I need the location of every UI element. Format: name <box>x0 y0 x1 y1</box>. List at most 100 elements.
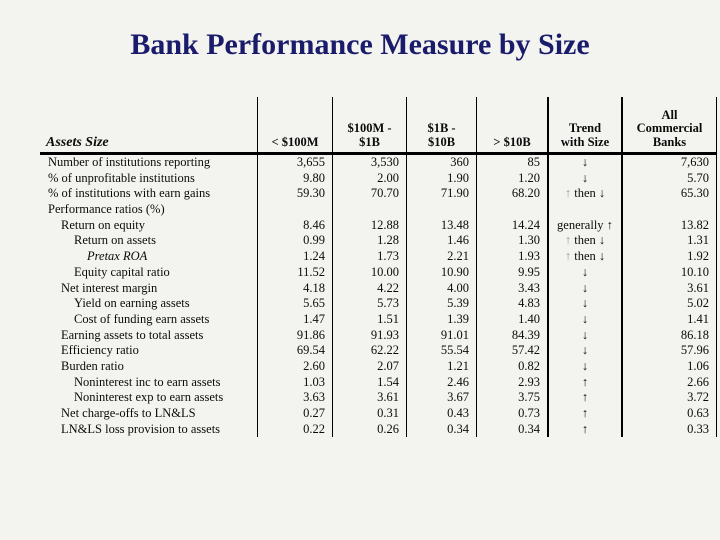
cell-lt-100m: 4.18 <box>258 280 333 297</box>
cell-gt-10b: 14.24 <box>477 217 549 234</box>
cell-trend: ↓ <box>549 280 623 297</box>
row-label: Equity capital ratio <box>40 264 258 281</box>
table-row: Burden ratio 2.60 2.07 1.21 0.82 ↓ 1.06 <box>40 358 717 375</box>
cell-gt-10b: 68.20 <box>477 186 549 203</box>
cell-gt-10b: 3.43 <box>477 280 549 297</box>
table-row: Pretax ROA 1.24 1.73 2.21 1.93 ↑ then ↓ … <box>40 249 717 265</box>
row-label: LN&LS loss provision to assets <box>40 421 258 438</box>
cell-all-banks: 3.61 <box>623 280 717 297</box>
cell-1b-10b: 10.90 <box>407 264 477 281</box>
table-header-row: Assets Size < $100M $100M - $1B $1B - $1… <box>40 97 717 155</box>
up-arrow-icon: ↑ <box>564 249 572 264</box>
cell-100m-1b: 1.51 <box>333 311 407 328</box>
cell-lt-100m: 1.47 <box>258 311 333 328</box>
cell-trend: ↑ then ↓ <box>549 233 623 250</box>
cell-gt-10b: 2.93 <box>477 374 549 391</box>
cell-100m-1b: 0.26 <box>333 421 407 438</box>
cell-all-banks <box>623 202 717 218</box>
cell-lt-100m: 3.63 <box>258 390 333 406</box>
cell-all-banks: 13.82 <box>623 217 717 234</box>
table-row: Noninterest exp to earn assets 3.63 3.61… <box>40 390 717 406</box>
cell-trend: ↑ <box>549 374 623 391</box>
row-label: Number of institutions reporting <box>40 155 258 171</box>
cell-1b-10b: 5.39 <box>407 296 477 312</box>
up-arrow-icon: ↑ <box>564 186 572 201</box>
cell-all-banks: 0.33 <box>623 421 717 438</box>
cell-100m-1b: 3,530 <box>333 155 407 171</box>
cell-gt-10b: 9.95 <box>477 264 549 281</box>
cell-gt-10b: 85 <box>477 155 549 171</box>
cell-1b-10b: 71.90 <box>407 186 477 203</box>
cell-lt-100m: 0.27 <box>258 406 333 422</box>
cell-trend: generally ↑ <box>549 217 623 234</box>
cell-lt-100m: 3,655 <box>258 155 333 171</box>
cell-lt-100m: 0.22 <box>258 421 333 438</box>
row-label: Return on assets <box>40 233 258 250</box>
cell-gt-10b: 57.42 <box>477 343 549 359</box>
cell-trend: ↓ <box>549 311 623 328</box>
cell-all-banks: 5.70 <box>623 170 717 187</box>
cell-lt-100m: 8.46 <box>258 217 333 234</box>
cell-1b-10b: 2.21 <box>407 249 477 265</box>
cell-gt-10b: 1.30 <box>477 233 549 250</box>
cell-100m-1b: 62.22 <box>333 343 407 359</box>
cell-gt-10b: 0.73 <box>477 406 549 422</box>
table-body: Number of institutions reporting 3,655 3… <box>40 155 717 438</box>
table-row: % of institutions with earn gains 59.30 … <box>40 186 717 203</box>
table-row: Earning assets to total assets 91.86 91.… <box>40 327 717 344</box>
cell-trend: ↓ <box>549 155 623 171</box>
cell-100m-1b: 91.93 <box>333 327 407 344</box>
cell-gt-10b: 0.82 <box>477 358 549 375</box>
cell-100m-1b: 2.07 <box>333 358 407 375</box>
cell-gt-10b: 4.83 <box>477 296 549 312</box>
cell-1b-10b: 3.67 <box>407 390 477 406</box>
cell-all-banks: 1.31 <box>623 233 717 250</box>
cell-1b-10b: 1.90 <box>407 170 477 187</box>
slide-title: Bank Performance Measure by Size <box>130 28 590 61</box>
cell-1b-10b: 360 <box>407 155 477 171</box>
row-label: Earning assets to total assets <box>40 327 258 344</box>
cell-gt-10b: 0.34 <box>477 421 549 438</box>
row-label: % of unprofitable institutions <box>40 170 258 187</box>
header-gt-10b: > $10B <box>477 97 549 152</box>
cell-gt-10b: 3.75 <box>477 390 549 406</box>
table-row: Efficiency ratio 69.54 62.22 55.54 57.42… <box>40 343 717 359</box>
cell-all-banks: 7,630 <box>623 155 717 171</box>
row-label: % of institutions with earn gains <box>40 186 258 203</box>
cell-1b-10b: 13.48 <box>407 217 477 234</box>
header-100m-1b: $100M - $1B <box>333 97 407 152</box>
table-row: Net interest margin 4.18 4.22 4.00 3.43 … <box>40 280 717 297</box>
cell-all-banks: 5.02 <box>623 296 717 312</box>
cell-trend: ↑ <box>549 390 623 406</box>
cell-100m-1b: 0.31 <box>333 406 407 422</box>
table-row: Net charge-offs to LN&LS 0.27 0.31 0.43 … <box>40 406 717 422</box>
cell-lt-100m: 1.24 <box>258 249 333 265</box>
header-lt-100m: < $100M <box>258 97 333 152</box>
cell-1b-10b: 91.01 <box>407 327 477 344</box>
cell-lt-100m: 1.03 <box>258 374 333 391</box>
row-label: Pretax ROA <box>40 249 258 265</box>
row-label: Efficiency ratio <box>40 343 258 359</box>
table-row: Cost of funding earn assets 1.47 1.51 1.… <box>40 311 717 328</box>
cell-100m-1b: 10.00 <box>333 264 407 281</box>
cell-100m-1b: 1.54 <box>333 374 407 391</box>
cell-all-banks: 2.66 <box>623 374 717 391</box>
cell-all-banks: 1.06 <box>623 358 717 375</box>
row-label: Return on equity <box>40 217 258 234</box>
cell-100m-1b: 2.00 <box>333 170 407 187</box>
cell-lt-100m: 0.99 <box>258 233 333 250</box>
row-label: Cost of funding earn assets <box>40 311 258 328</box>
table-row: Return on equity 8.46 12.88 13.48 14.24 … <box>40 217 717 234</box>
cell-trend: ↓ <box>549 170 623 187</box>
cell-1b-10b: 4.00 <box>407 280 477 297</box>
cell-gt-10b: 84.39 <box>477 327 549 344</box>
cell-100m-1b: 12.88 <box>333 217 407 234</box>
cell-100m-1b: 5.73 <box>333 296 407 312</box>
cell-lt-100m: 69.54 <box>258 343 333 359</box>
cell-1b-10b: 0.34 <box>407 421 477 438</box>
cell-100m-1b: 3.61 <box>333 390 407 406</box>
cell-lt-100m: 2.60 <box>258 358 333 375</box>
header-trend-with-size: Trend with Size <box>549 97 623 152</box>
cell-trend: ↓ <box>549 296 623 312</box>
cell-all-banks: 65.30 <box>623 186 717 203</box>
